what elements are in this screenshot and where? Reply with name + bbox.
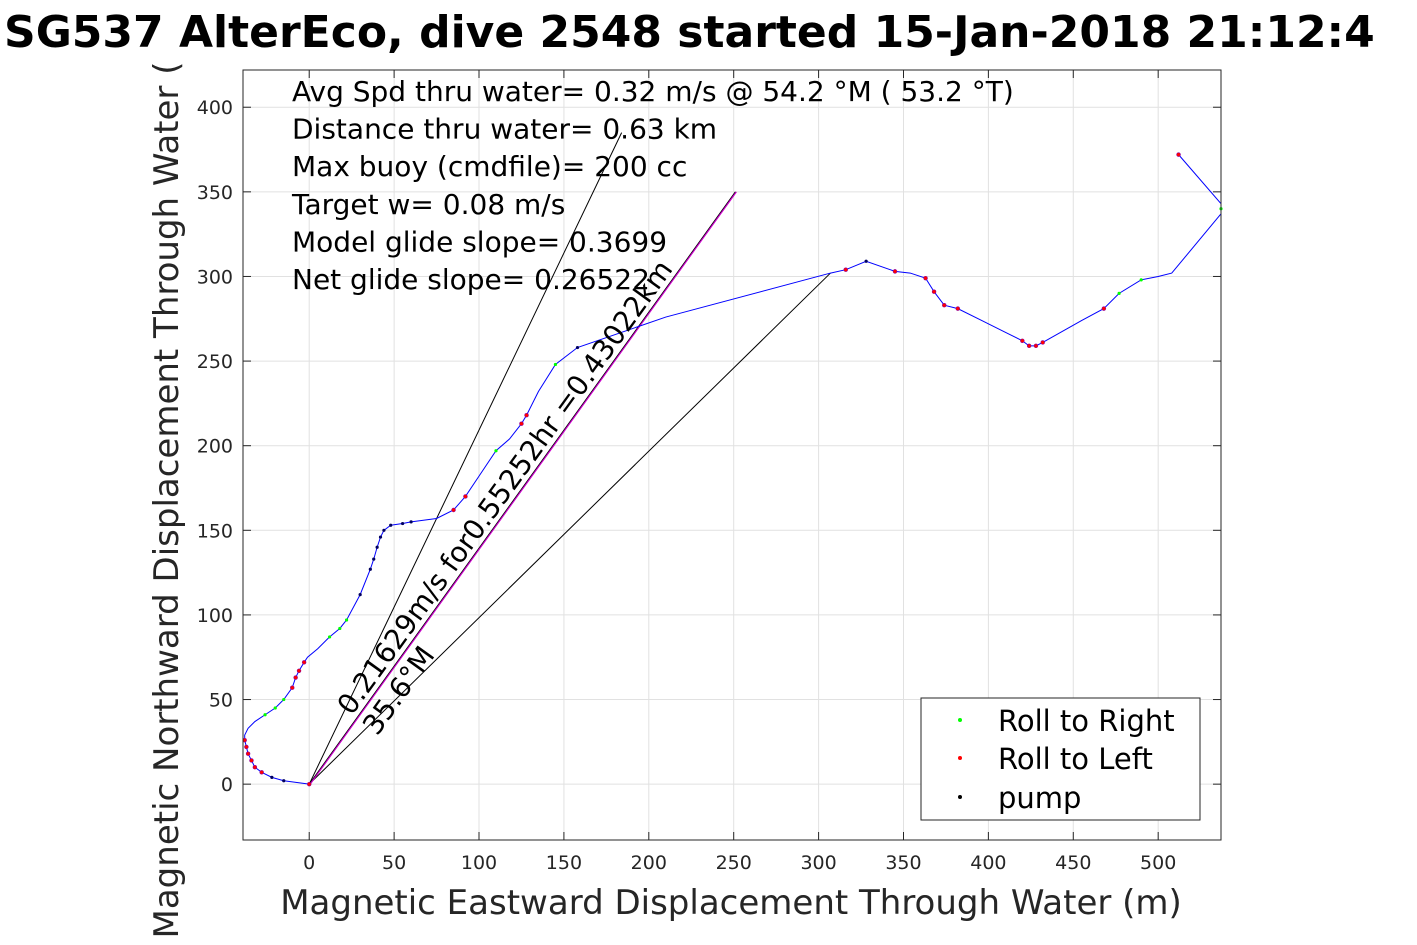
roll-left-point-13 xyxy=(519,422,524,426)
axis-ticks: 0 50 100 150 200 250 300 350 400 450 500 0 50 100 150 2… xyxy=(197,70,1221,874)
roll-left-point-24 xyxy=(1041,340,1045,345)
roll-left-point-22 xyxy=(1027,344,1031,348)
roll-left-point-3 xyxy=(249,758,254,763)
legend-marker-roll-left xyxy=(958,756,962,760)
roll-left-point-16 xyxy=(893,269,897,273)
x-tick-label-2: 100 xyxy=(461,852,497,874)
roll-left-point-0 xyxy=(307,782,311,786)
pump-point-12 xyxy=(864,259,868,263)
roll-points xyxy=(242,152,1223,787)
x-tick-label-5: 250 xyxy=(716,852,752,874)
pump-point-0 xyxy=(282,779,286,783)
x-tick-label-1: 50 xyxy=(382,852,406,874)
y-tick-label-1: 50 xyxy=(209,690,233,712)
pump-point-8 xyxy=(389,523,393,527)
legend-label-roll-right: Roll to Right xyxy=(998,704,1175,738)
annotations: Avg Spd thru water= 0.32 m/s @ 54.2 °M (… xyxy=(291,75,1014,296)
roll-right-point-5 xyxy=(344,618,349,622)
reference-line-1 xyxy=(308,272,831,785)
pump-point-5 xyxy=(375,545,379,549)
reference-line-0 xyxy=(308,132,623,785)
annotation-1: Distance thru water= 0.63 km xyxy=(292,113,717,146)
y-tick-label-4: 200 xyxy=(197,436,233,458)
y-tick-label-6: 300 xyxy=(197,266,233,288)
legend-label-pump: pump xyxy=(998,781,1081,815)
x-tick-label-7: 350 xyxy=(885,852,921,874)
pump-point-1 xyxy=(270,775,274,779)
x-tick-label-8: 400 xyxy=(970,852,1006,874)
pump-point-10 xyxy=(409,520,413,524)
roll-left-point-19 xyxy=(942,303,946,307)
y-tick-label-8: 400 xyxy=(197,97,233,119)
roll-left-point-10 xyxy=(302,660,306,664)
roll-left-point-6 xyxy=(243,738,247,742)
net-track xyxy=(309,191,737,785)
y-tick-label-2: 100 xyxy=(197,605,233,627)
plot-frame xyxy=(242,69,1222,841)
pump-point-6 xyxy=(378,535,383,539)
pump-point-9 xyxy=(401,521,405,526)
roll-left-point-23 xyxy=(1034,344,1038,348)
roll-left-point-7 xyxy=(290,686,294,690)
roll-right-point-2 xyxy=(263,713,267,717)
pump-point-2 xyxy=(358,593,362,597)
chart-title: SG537 AlterEco, dive 2548 started 15-Jan… xyxy=(4,7,1375,58)
x-tick-label-3: 150 xyxy=(546,852,582,874)
legend-marker-pump xyxy=(958,795,962,799)
x-axis-label: Magnetic Eastward Displacement Through W… xyxy=(280,883,1182,923)
annotation-5: Net glide slope= 0.26522 xyxy=(292,263,650,296)
roll-left-point-14 xyxy=(524,413,529,417)
pump-point-11 xyxy=(575,345,580,350)
roll-left-point-26 xyxy=(1176,153,1181,157)
roll-left-point-25 xyxy=(1102,307,1106,311)
roll-right-point-9 xyxy=(1117,291,1121,295)
net-track-line xyxy=(309,191,737,785)
roll-left-point-5 xyxy=(244,745,248,749)
y-tick-label-3: 150 xyxy=(197,520,233,542)
y-axis-label: Magnetic Northward Displacement Through … xyxy=(147,62,187,939)
legend-label-roll-left: Roll to Left xyxy=(998,742,1153,776)
legend: Roll to Right Roll to Left pump xyxy=(920,697,1201,821)
legend-marker-roll-right xyxy=(958,718,962,722)
pump-point-3 xyxy=(368,567,372,571)
x-tick-label-10: 500 xyxy=(1140,852,1176,874)
roll-left-point-11 xyxy=(451,508,456,512)
reference-line-2 xyxy=(308,191,736,785)
roll-left-point-4 xyxy=(246,752,250,756)
annotation-2: Max buoy (cmdfile)= 200 cc xyxy=(292,150,687,183)
roll-right-point-3 xyxy=(327,635,332,639)
y-tick-label-7: 350 xyxy=(197,182,233,204)
legend-box xyxy=(920,697,1201,821)
x-tick-label-9: 450 xyxy=(1055,852,1091,874)
roll-left-point-2 xyxy=(253,765,257,769)
roll-right-point-7 xyxy=(553,362,558,367)
roll-right-point-4 xyxy=(338,626,342,631)
roll-left-point-1 xyxy=(260,770,264,774)
roll-left-point-15 xyxy=(844,268,848,272)
roll-left-point-20 xyxy=(956,307,960,311)
roll-left-point-8 xyxy=(294,675,298,680)
roll-left-point-17 xyxy=(923,276,928,280)
roll-right-point-1 xyxy=(273,706,277,710)
x-tick-label-0: 0 xyxy=(303,852,315,874)
x-tick-label-4: 200 xyxy=(631,852,667,874)
y-tick-label-0: 0 xyxy=(221,774,233,796)
roll-right-point-0 xyxy=(282,697,286,702)
roll-right-point-6 xyxy=(494,449,498,453)
roll-right-point-10 xyxy=(1139,278,1143,282)
annotation-4: Model glide slope= 0.3699 xyxy=(292,225,667,258)
roll-left-point-12 xyxy=(463,494,468,499)
annotation-0: Avg Spd thru water= 0.32 m/s @ 54.2 °M (… xyxy=(292,75,1014,108)
pump-point-4 xyxy=(372,557,376,561)
roll-left-point-21 xyxy=(1020,339,1024,343)
pump-point-7 xyxy=(382,528,386,532)
annotation-3: Target w= 0.08 m/s xyxy=(291,188,565,221)
y-tick-label-5: 250 xyxy=(197,351,233,373)
x-tick-label-6: 300 xyxy=(800,852,836,874)
roll-left-point-18 xyxy=(932,290,936,294)
reference-lines xyxy=(308,132,831,785)
roll-left-point-9 xyxy=(297,669,301,673)
